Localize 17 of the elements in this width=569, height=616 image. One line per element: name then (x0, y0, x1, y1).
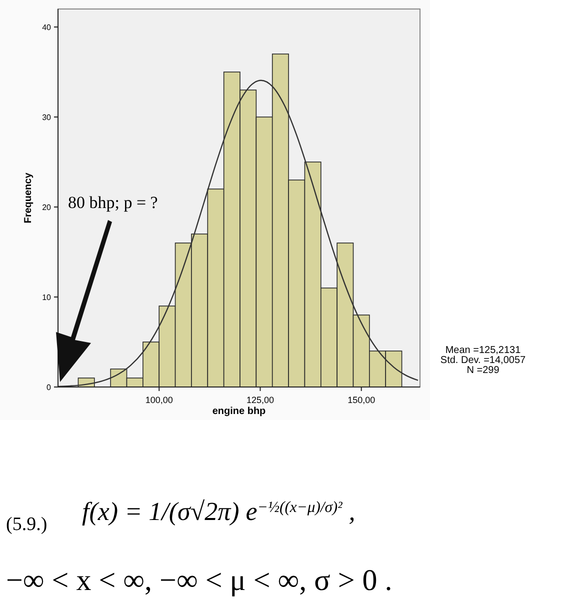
text: f(x) = 1/(σ√2π) e$^{−½((x−μ)/σ)²}$ , (82, 497, 356, 526)
text: Std. Dev. =14,0057 (440, 355, 526, 366)
y-tick-label: 40 (42, 22, 52, 32)
x-tick-label: 150,00 (348, 395, 376, 405)
y-tick-label: 10 (42, 292, 52, 302)
y-tick-label: 30 (42, 112, 52, 122)
y-tick-label: 20 (42, 202, 52, 212)
x-axis-title: engine bhp (212, 406, 266, 417)
y-axis-title: Frequency (23, 172, 34, 224)
annotation: 80 bhp; p = ? (68, 193, 158, 212)
x-tick-label: 125,00 (246, 395, 274, 405)
y-tick-label: 0 (46, 382, 52, 392)
x-tick-label: 100,00 (145, 395, 173, 405)
text: N =299 (466, 365, 500, 376)
text: (5.9.) (6, 514, 48, 535)
text: −∞ < x < ∞, −∞ < μ < ∞, σ > 0 . (6, 564, 392, 597)
text: Mean =125,2131 (445, 345, 522, 356)
